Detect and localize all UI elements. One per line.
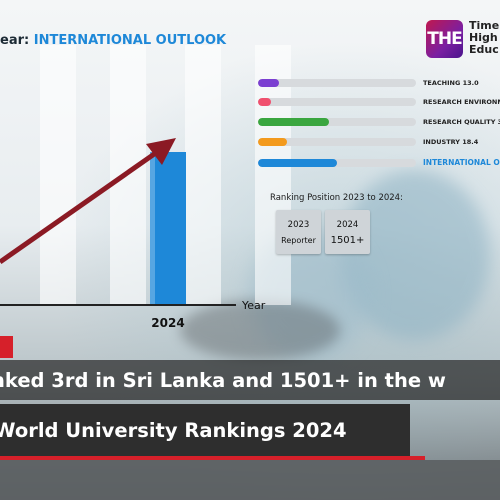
x-axis-label: Year [241, 299, 266, 312]
rank-card-year: 2023 [287, 220, 310, 230]
bars [150, 152, 186, 305]
metric-track [258, 118, 416, 126]
red-accent-tab [0, 336, 13, 358]
red-underline [0, 456, 425, 460]
chart-title-prefix: ear: [0, 33, 30, 48]
logo-line: High [469, 31, 498, 44]
headline-line-1: nked 3rd in Sri Lanka and 1501+ in the w [0, 369, 446, 392]
ranking-title: Ranking Position 2023 to 2024: [270, 193, 403, 203]
background-columns [40, 45, 291, 305]
subheadline-bar [0, 404, 410, 456]
chart-title: ear: INTERNATIONAL OUTLOOK [0, 33, 226, 48]
background-column [40, 45, 76, 305]
x-axis: Year [0, 299, 266, 312]
rank-card-value: 1501+ [330, 235, 365, 246]
rank-card-2023: 2023 Reporter [276, 210, 321, 254]
metric-fill [258, 79, 279, 87]
chart-title-accent: INTERNATIONAL OUTLOOK [33, 33, 227, 48]
bar-highlight [150, 152, 155, 305]
bar-2024 [150, 152, 186, 305]
metric-track [258, 138, 416, 146]
metric-label: RESEARCH QUALITY 35 [423, 118, 500, 126]
headline-line-2: World University Rankings 2024 [0, 419, 347, 442]
bar-chart: Year 2024 [0, 45, 291, 330]
trend-arrow-head [146, 138, 176, 165]
logo-line: Time [469, 19, 500, 32]
metric-fill [258, 138, 288, 146]
trend-arrow-shaft [0, 147, 162, 265]
metric-label: TEACHING 13.0 [423, 79, 479, 87]
metric-label: INTERNATIONAL O [423, 158, 500, 167]
headline-bar [0, 360, 500, 400]
metric-label: RESEARCH ENVIRONME [423, 98, 500, 106]
background-column [255, 45, 291, 305]
metric-fill [258, 159, 337, 167]
the-logo: THE Time High Educ [426, 20, 499, 58]
background-column [185, 45, 221, 305]
x-tick-label: 2024 [151, 316, 184, 330]
rank-card-year: 2024 [336, 220, 359, 230]
metric-track [258, 79, 416, 87]
the-logo-mark: THE [426, 20, 463, 58]
the-logo-text: Time High Educ [469, 20, 499, 56]
background-equipment [180, 300, 340, 360]
tick-labels: 2024 [151, 316, 184, 330]
trend-arrow [0, 138, 176, 265]
bottom-strip [0, 460, 500, 500]
rank-card-value: Reporter [281, 236, 316, 245]
metric-label: INDUSTRY 18.4 [423, 138, 479, 146]
metric-track [258, 159, 416, 167]
logo-line: Educ [469, 43, 499, 56]
metric-fill [258, 98, 271, 106]
rank-card-2024: 2024 1501+ [325, 210, 370, 254]
metric-fill [258, 118, 330, 126]
metric-track [258, 98, 416, 106]
